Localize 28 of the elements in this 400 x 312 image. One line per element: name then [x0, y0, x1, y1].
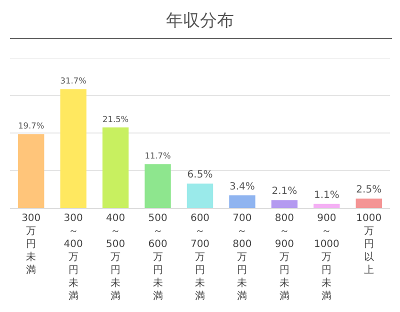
x-tick-label: 300 万円未満: [22, 213, 41, 276]
data-label: 3.4%: [230, 181, 255, 192]
bar: [229, 195, 256, 208]
x-tick-label: 800 ～ 900 万円未満: [274, 213, 294, 302]
data-label: 1.1%: [314, 190, 340, 201]
bar: [271, 200, 298, 208]
data-label: 19.7%: [18, 120, 44, 131]
data-label: 21.5%: [102, 114, 129, 124]
bar: [144, 164, 171, 208]
data-label: 2.5%: [356, 184, 382, 196]
chart-title: 年収分布: [166, 11, 234, 32]
x-tick-label: 300 ～ 400 万円未満: [64, 213, 83, 302]
bar: [60, 89, 86, 208]
x-tick-label: 1000 万円以上: [356, 213, 382, 276]
bar: [18, 134, 44, 208]
x-tick-label: 400 ～ 500 万円未満: [106, 213, 126, 302]
data-label: 31.7%: [60, 76, 87, 86]
bar: [314, 204, 340, 208]
x-tick-label: 700 ～ 800 万円未満: [232, 213, 252, 302]
bar: [186, 184, 214, 208]
x-tick-label: 500 ～ 600 万円未満: [148, 213, 168, 302]
data-label: 6.5%: [187, 170, 213, 181]
bar: [356, 198, 382, 208]
x-tick-label: 900 ～ 1000 万円未満: [314, 213, 340, 302]
x-tick-label: 600 ～ 700 万円未満: [190, 213, 210, 302]
data-label: 11.7%: [144, 150, 172, 161]
bar: [102, 127, 129, 208]
data-label: 2.1%: [272, 186, 298, 198]
